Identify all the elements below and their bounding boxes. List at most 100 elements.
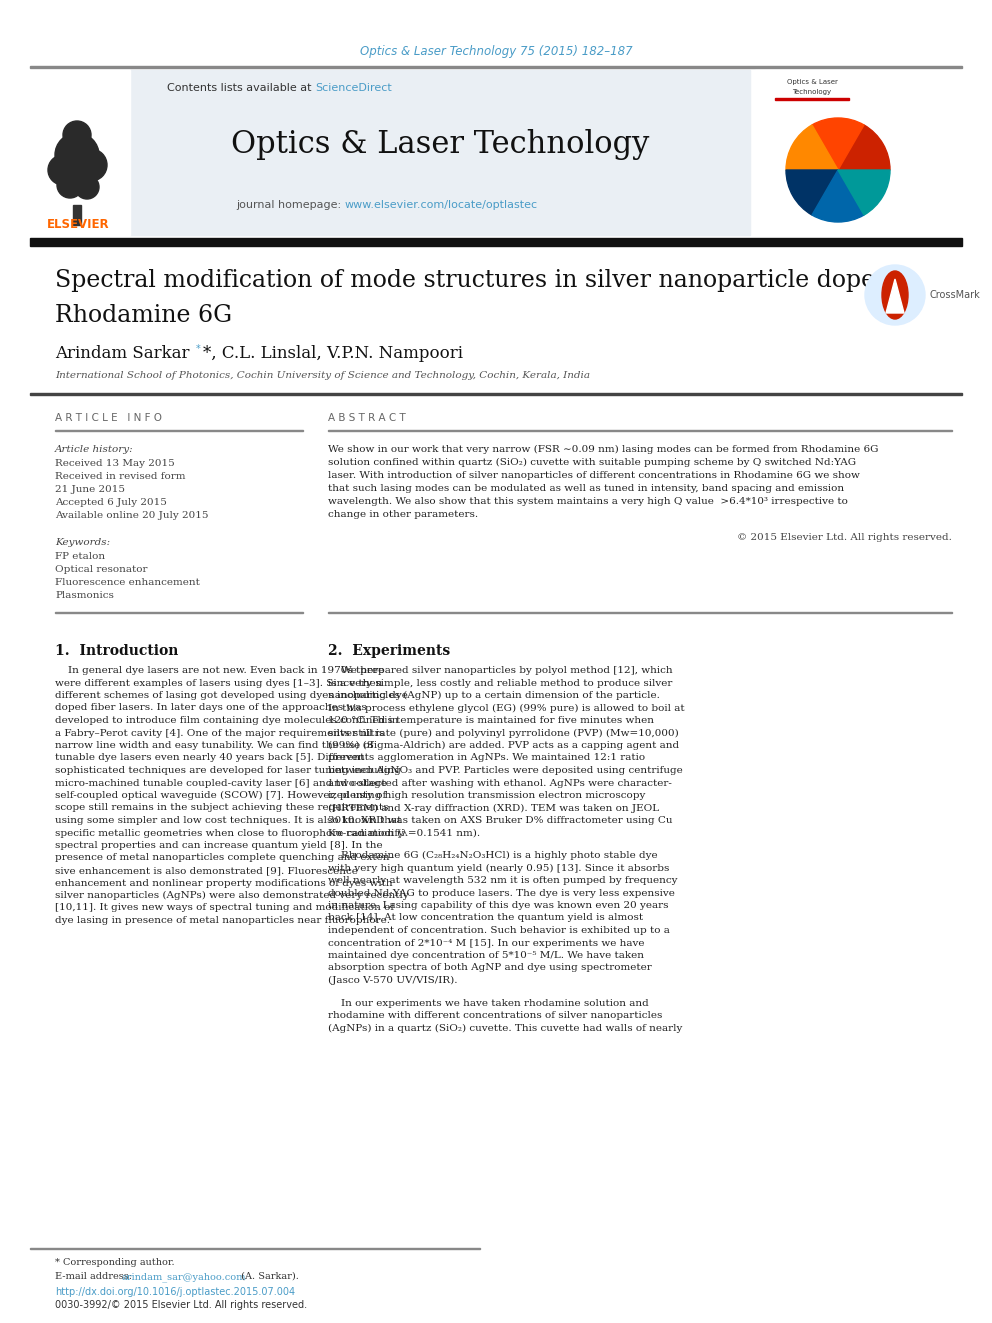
- Ellipse shape: [882, 271, 908, 319]
- Text: A B S T R A C T: A B S T R A C T: [328, 413, 406, 423]
- Bar: [30, 66, 962, 67]
- Text: ScienceDirect: ScienceDirect: [315, 83, 392, 93]
- Text: self-coupled optical waveguide (SCOW) [7]. However, plenty of: self-coupled optical waveguide (SCOW) [7…: [55, 791, 386, 800]
- Text: in nature. Lasing capability of this dye was known even 20 years: in nature. Lasing capability of this dye…: [328, 901, 669, 910]
- Text: Article history:: Article history:: [55, 445, 134, 454]
- Text: http://dx.doi.org/10.1016/j.optlastec.2015.07.004: http://dx.doi.org/10.1016/j.optlastec.20…: [55, 1287, 296, 1297]
- Text: E-mail address:: E-mail address:: [55, 1271, 135, 1281]
- Text: different schemes of lasing got developed using dyes including dye: different schemes of lasing got develope…: [55, 691, 408, 700]
- Text: In our experiments we have taken rhodamine solution and: In our experiments we have taken rhodami…: [328, 999, 649, 1008]
- Text: between AgNO₃ and PVP. Particles were deposited using centrifuge: between AgNO₃ and PVP. Particles were de…: [328, 766, 682, 775]
- Text: Plasmonics: Plasmonics: [55, 591, 114, 601]
- Bar: [755, 70, 962, 235]
- Text: nanoparticles (AgNP) up to a certain dimension of the particle.: nanoparticles (AgNP) up to a certain dim…: [328, 691, 660, 700]
- Text: ELSEVIER: ELSEVIER: [47, 218, 109, 232]
- Text: (Jasco V-570 UV/VIS/IR).: (Jasco V-570 UV/VIS/IR).: [328, 976, 457, 986]
- Text: using some simpler and low cost techniques. It is also known that: using some simpler and low cost techniqu…: [55, 816, 402, 826]
- Text: We show in our work that very narrow (FSR ∼0.09 nm) lasing modes can be formed f: We show in our work that very narrow (FS…: [328, 445, 879, 454]
- Text: arindam_sar@yahoo.com: arindam_sar@yahoo.com: [122, 1271, 246, 1282]
- Wedge shape: [786, 169, 838, 216]
- Text: scope still remains in the subject achieving these requirements: scope still remains in the subject achie…: [55, 803, 389, 812]
- Text: 3010. XRD was taken on AXS Bruker D% diffractometer using Cu: 3010. XRD was taken on AXS Bruker D% dif…: [328, 816, 673, 826]
- Text: Optics & Laser Technology 75 (2015) 182–187: Optics & Laser Technology 75 (2015) 182–…: [360, 45, 632, 58]
- Text: independent of concentration. Such behavior is exhibited up to a: independent of concentration. Such behav…: [328, 926, 670, 935]
- Text: FP etalon: FP etalon: [55, 552, 105, 561]
- Bar: [30, 238, 962, 246]
- Text: (HRTEM) and X-ray diffraction (XRD). TEM was taken on JEOL: (HRTEM) and X-ray diffraction (XRD). TEM…: [328, 803, 659, 812]
- Text: A R T I C L E   I N F O: A R T I C L E I N F O: [55, 413, 162, 423]
- Bar: [30, 393, 962, 394]
- Text: enhancement and nonlinear property modifications of dyes with: enhancement and nonlinear property modif…: [55, 878, 393, 888]
- Text: International School of Photonics, Cochin University of Science and Technology, : International School of Photonics, Cochi…: [55, 370, 590, 380]
- Circle shape: [75, 149, 107, 181]
- Text: We prepared silver nanoparticles by polyol method [12], which: We prepared silver nanoparticles by poly…: [328, 665, 673, 675]
- Text: * Corresponding author.: * Corresponding author.: [55, 1258, 175, 1267]
- Text: CrossMark: CrossMark: [929, 290, 980, 300]
- Wedge shape: [838, 169, 890, 216]
- Wedge shape: [838, 124, 890, 169]
- Text: Received in revised form: Received in revised form: [55, 472, 186, 482]
- Text: In this process ethylene glycol (EG) (99% pure) is allowed to boil at: In this process ethylene glycol (EG) (99…: [328, 704, 684, 713]
- Text: tunable dye lasers even nearly 40 years back [5]. Different: tunable dye lasers even nearly 40 years …: [55, 754, 364, 762]
- Text: *, C.L. Linslal, V.P.N. Nampoori: *, C.L. Linslal, V.P.N. Nampoori: [203, 344, 463, 361]
- Text: Rhodamine 6G: Rhodamine 6G: [55, 303, 232, 327]
- Text: (AgNPs) in a quartz (SiO₂) cuvette. This cuvette had walls of nearly: (AgNPs) in a quartz (SiO₂) cuvette. This…: [328, 1024, 682, 1033]
- Text: well nearly at wavelength 532 nm it is often pumped by frequency: well nearly at wavelength 532 nm it is o…: [328, 876, 678, 885]
- Text: www.elsevier.com/locate/optlastec: www.elsevier.com/locate/optlastec: [345, 200, 538, 210]
- Text: silver nitrate (pure) and polyvinyl pyrrolidone (PVP) (Mw=10,000): silver nitrate (pure) and polyvinyl pyrr…: [328, 729, 679, 738]
- Text: dye lasing in presence of metal nanoparticles near fluorophore.: dye lasing in presence of metal nanopart…: [55, 916, 390, 925]
- Text: silver nanoparticles (AgNPs) were also demonstrated very recently: silver nanoparticles (AgNPs) were also d…: [55, 890, 409, 900]
- Text: doped fiber lasers. In later days one of the approaches was: doped fiber lasers. In later days one of…: [55, 704, 367, 713]
- Text: developed to introduce film containing dye molecules confined in: developed to introduce film containing d…: [55, 716, 399, 725]
- Text: Available online 20 July 2015: Available online 20 July 2015: [55, 511, 208, 520]
- Text: back [14]. At low concentration the quantum yield is almost: back [14]. At low concentration the quan…: [328, 913, 643, 922]
- Text: concentration of 2*10⁻⁴ M [15]. In our experiments we have: concentration of 2*10⁻⁴ M [15]. In our e…: [328, 938, 645, 947]
- Wedge shape: [812, 118, 864, 169]
- Text: maintained dye concentration of 5*10⁻⁵ M/L. We have taken: maintained dye concentration of 5*10⁻⁵ M…: [328, 951, 644, 960]
- Text: prevents agglomeration in AgNPs. We maintained 12:1 ratio: prevents agglomeration in AgNPs. We main…: [328, 754, 645, 762]
- Text: Rhodamine 6G (C₂₈H₂₄N₂O₃HCl) is a highly photo stable dye: Rhodamine 6G (C₂₈H₂₄N₂O₃HCl) is a highly…: [328, 851, 658, 860]
- Text: Kα-radiation (λ=0.1541 nm).: Kα-radiation (λ=0.1541 nm).: [328, 828, 480, 837]
- Circle shape: [75, 175, 99, 198]
- Text: Accepted 6 July 2015: Accepted 6 July 2015: [55, 497, 167, 507]
- Text: rhodamine with different concentrations of silver nanoparticles: rhodamine with different concentrations …: [328, 1011, 663, 1020]
- Text: *: *: [196, 344, 200, 355]
- Text: solution confined within quartz (SiO₂) cuvette with suitable pumping scheme by Q: solution confined within quartz (SiO₂) c…: [328, 458, 856, 467]
- Text: a Fabry–Perot cavity [4]. One of the major requirements still is: a Fabry–Perot cavity [4]. One of the maj…: [55, 729, 384, 737]
- Text: change in other parameters.: change in other parameters.: [328, 509, 478, 519]
- Bar: [30, 70, 130, 235]
- Text: micro-machined tunable coupled-cavity laser [6] and two-stage: micro-machined tunable coupled-cavity la…: [55, 778, 387, 787]
- Text: with very high quantum yield (nearly 0.95) [13]. Since it absorbs: with very high quantum yield (nearly 0.9…: [328, 864, 670, 873]
- Text: presence of metal nanoparticles complete quenching and exten-: presence of metal nanoparticles complete…: [55, 853, 393, 863]
- Bar: [775, 98, 849, 101]
- Text: (A. Sarkar).: (A. Sarkar).: [238, 1271, 299, 1281]
- Text: that such lasing modes can be modulated as well as tuned in intensity, band spac: that such lasing modes can be modulated …: [328, 484, 844, 493]
- Text: 0030-3992/© 2015 Elsevier Ltd. All rights reserved.: 0030-3992/© 2015 Elsevier Ltd. All right…: [55, 1301, 308, 1310]
- Text: journal homepage:: journal homepage:: [236, 200, 345, 210]
- Text: absorption spectra of both AgNP and dye using spectrometer: absorption spectra of both AgNP and dye …: [328, 963, 652, 972]
- Bar: [73, 205, 81, 225]
- Text: Fluorescence enhancement: Fluorescence enhancement: [55, 578, 199, 587]
- Text: (99%) (Sigma-Aldrich) are added. PVP acts as a capping agent and: (99%) (Sigma-Aldrich) are added. PVP act…: [328, 741, 680, 750]
- Text: 1.  Introduction: 1. Introduction: [55, 644, 179, 658]
- Text: 120 °C. This temperature is maintained for five minutes when: 120 °C. This temperature is maintained f…: [328, 716, 654, 725]
- Circle shape: [55, 134, 99, 177]
- Circle shape: [865, 265, 925, 325]
- Text: is a very simple, less costly and reliable method to produce silver: is a very simple, less costly and reliab…: [328, 679, 673, 688]
- Text: sive enhancement is also demonstrated [9]. Fluorescence: sive enhancement is also demonstrated [9…: [55, 867, 358, 875]
- Wedge shape: [786, 124, 838, 169]
- Text: Keywords:: Keywords:: [55, 538, 110, 546]
- Text: sophisticated techniques are developed for laser tuning including: sophisticated techniques are developed f…: [55, 766, 401, 775]
- Circle shape: [63, 120, 91, 149]
- Text: Spectral modification of mode structures in silver nanoparticle doped: Spectral modification of mode structures…: [55, 269, 890, 291]
- Bar: [130, 70, 750, 235]
- Circle shape: [57, 172, 83, 198]
- Text: 2.  Experiments: 2. Experiments: [328, 644, 450, 658]
- Text: ized using high resolution transmission electron microscopy: ized using high resolution transmission …: [328, 791, 646, 800]
- Text: narrow line width and easy tunability. We can find the use of: narrow line width and easy tunability. W…: [55, 741, 374, 750]
- Text: and collected after washing with ethanol. AgNPs were character-: and collected after washing with ethanol…: [328, 778, 672, 787]
- Text: laser. With introduction of silver nanoparticles of different concentrations in : laser. With introduction of silver nanop…: [328, 471, 860, 480]
- Text: doubled Nd:YAG to produce lasers. The dye is very less expensive: doubled Nd:YAG to produce lasers. The dy…: [328, 889, 675, 897]
- Text: © 2015 Elsevier Ltd. All rights reserved.: © 2015 Elsevier Ltd. All rights reserved…: [737, 533, 952, 542]
- Wedge shape: [812, 169, 864, 222]
